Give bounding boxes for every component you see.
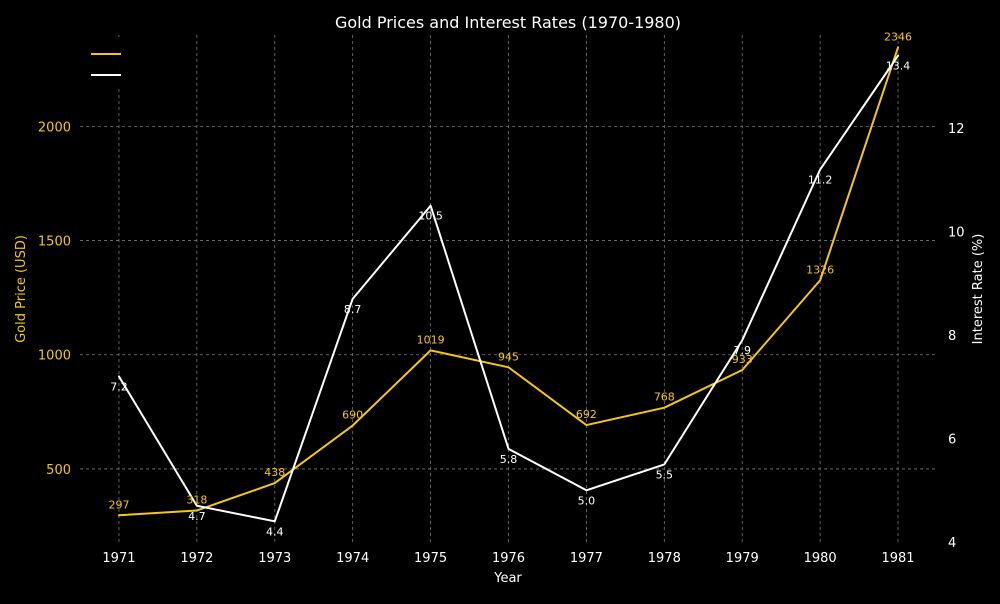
gold-price-data-label: 297 — [108, 498, 129, 511]
grid-layer — [80, 35, 937, 542]
chart-title: Gold Prices and Interest Rates (1970-198… — [335, 13, 681, 32]
interest-rate-data-label: 11.2 — [808, 174, 833, 187]
interest-rate-data-label: 7.9 — [733, 344, 751, 357]
gold-price-data-label: 692 — [576, 408, 597, 421]
x-tick-label: 1975 — [414, 551, 447, 566]
interest-rate-data-label: 4.7 — [188, 510, 206, 523]
x-axis-label: Year — [493, 571, 522, 586]
x-tick-label: 1980 — [804, 551, 837, 566]
interest-rate-data-label: 7.2 — [110, 380, 128, 393]
x-tick-label: 1973 — [258, 551, 291, 566]
x-tick-label: 1971 — [102, 551, 135, 566]
gold-price-data-label: 690 — [342, 409, 363, 422]
interest-rate-data-label: 10.5 — [418, 210, 443, 223]
left-y-tick-label: 1000 — [38, 349, 71, 364]
gold-price-data-label: 1019 — [417, 333, 445, 346]
x-tick-label: 1981 — [881, 551, 914, 566]
y-axis-label-right: Interest Rate (%) — [971, 234, 986, 345]
x-tick-label: 1979 — [726, 551, 759, 566]
x-tick-label: 1977 — [570, 551, 603, 566]
left-y-tick-label: 1500 — [38, 235, 71, 250]
left-y-tick-label: 2000 — [38, 120, 71, 135]
gold-price-data-label: 768 — [654, 391, 675, 404]
interest-rate-data-label: 5.5 — [656, 468, 674, 481]
gold-price-data-label: 945 — [498, 350, 519, 363]
left-y-tick-label: 500 — [46, 463, 71, 478]
right-y-tick-label: 12 — [948, 122, 965, 137]
interest-rate-data-label: 5.8 — [500, 453, 518, 466]
x-tick-label: 1974 — [336, 551, 369, 566]
gold-price-line — [117, 46, 900, 517]
gold-price-data-label: 1326 — [806, 263, 834, 276]
legend-background — [84, 37, 196, 89]
gold-price-data-label: 438 — [264, 466, 285, 479]
right-y-tick-label: 6 — [948, 433, 956, 448]
legend — [84, 37, 196, 89]
right-y-tick-label: 4 — [948, 536, 956, 551]
interest-rate-data-label: 13.4 — [886, 60, 911, 73]
series-layer — [117, 46, 900, 523]
right-y-tick-label: 8 — [948, 329, 956, 344]
interest-rate-data-label: 8.7 — [344, 303, 362, 316]
gold-price-data-label: 318 — [186, 493, 207, 506]
ticks-layer: 1971 1972 1973 1974 1975 1976 1977 1978 1979 1980… — [38, 120, 965, 566]
right-y-tick-label: 10 — [948, 226, 965, 241]
x-tick-label: 1972 — [180, 551, 213, 566]
y-axis-label-left: Gold Price (USD) — [14, 235, 29, 343]
interest-rate-line — [117, 54, 900, 523]
interest-rate-data-label: 4.4 — [266, 525, 284, 538]
x-tick-label: 1978 — [648, 551, 681, 566]
interest-rate-data-label: 5.0 — [578, 494, 596, 507]
gold-price-data-label: 2346 — [884, 30, 912, 43]
gold-price-data-label: 933 — [732, 353, 753, 366]
labels-layer: 297 318 438 690 1019 945 692 768 933 1326 2346 7.2 4… — [108, 30, 912, 538]
x-tick-label: 1976 — [492, 551, 525, 566]
